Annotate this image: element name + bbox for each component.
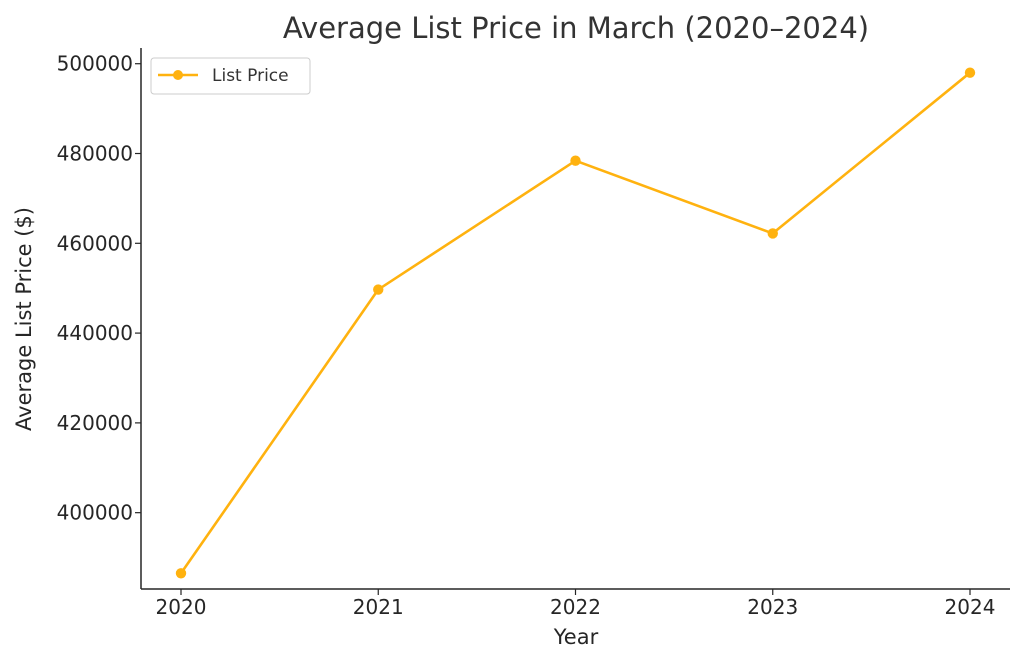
data-point — [175, 568, 187, 579]
legend-frame — [150, 57, 311, 95]
data-point — [570, 155, 581, 166]
y-axis-ticks: 400000 420000 440000 460000 480000 500000 — [57, 52, 141, 525]
y-tick-label: 500000 — [57, 52, 133, 76]
data-point — [964, 67, 976, 78]
y-axis-label: Average List Price ($) — [12, 207, 36, 431]
legend-marker-swatch — [173, 70, 183, 80]
plot-area: 400000 420000 440000 460000 480000 500000 202… — [57, 48, 1010, 619]
data-point — [767, 228, 778, 239]
x-tick-label: 2022 — [550, 595, 601, 619]
series-line — [179, 71, 971, 575]
data-point — [373, 284, 384, 295]
legend-label: List Price — [212, 66, 289, 86]
y-tick-label: 400000 — [57, 501, 133, 525]
x-tick-label: 2020 — [156, 595, 207, 619]
x-tick-label: 2023 — [747, 595, 798, 619]
y-tick-label: 440000 — [57, 321, 133, 345]
y-tick-label: 480000 — [57, 142, 133, 166]
y-tick-label: 420000 — [57, 411, 133, 435]
legend: List Price — [150, 57, 311, 95]
x-tick-label: 2021 — [353, 595, 404, 619]
x-tick-label: 2024 — [945, 595, 996, 619]
series-layer — [175, 67, 976, 579]
y-tick-label: 460000 — [57, 231, 133, 255]
chart-title: Average List Price in March (2020–2024) — [283, 11, 869, 45]
x-axis-ticks: 2020 2021 2022 2023 2024 — [156, 589, 996, 619]
x-axis-label: Year — [553, 625, 599, 649]
